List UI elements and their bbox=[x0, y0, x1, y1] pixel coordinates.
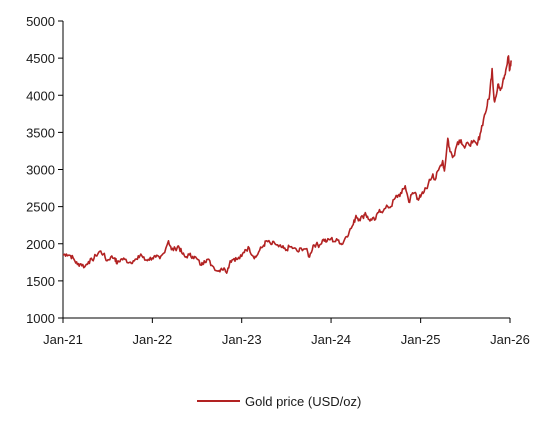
legend-label: Gold price (USD/oz) bbox=[245, 394, 361, 409]
y-tick-label: 5000 bbox=[26, 14, 55, 29]
y-tick-label: 2500 bbox=[26, 200, 55, 215]
x-tick-label: Jan-21 bbox=[43, 332, 83, 347]
x-tick-label: Jan-25 bbox=[401, 332, 441, 347]
series-layer bbox=[62, 55, 512, 274]
x-tick-label: Jan-23 bbox=[222, 332, 262, 347]
series-line-gold-price bbox=[62, 55, 512, 274]
legend: Gold price (USD/oz) bbox=[197, 394, 361, 409]
y-tick-label: 3000 bbox=[26, 163, 55, 178]
y-tick-label: 1500 bbox=[26, 274, 55, 289]
x-tick-label: Jan-22 bbox=[132, 332, 172, 347]
y-tick-label: 1000 bbox=[26, 311, 55, 326]
y-tick-label: 3500 bbox=[26, 125, 55, 140]
y-axis: 1000 1500 2000 2500 3000 3500 4000 4500 5000 bbox=[26, 14, 64, 326]
x-tick-label: Jan-26 bbox=[490, 332, 530, 347]
x-tick-label: Jan-24 bbox=[311, 332, 351, 347]
y-tick-label: 4500 bbox=[26, 51, 55, 66]
x-axis: Jan-21 Jan-22 Jan-23 Jan-24 Jan-25 Jan-26 bbox=[43, 317, 530, 347]
y-tick-label: 4000 bbox=[26, 88, 55, 103]
y-tick-label: 2000 bbox=[26, 237, 55, 252]
